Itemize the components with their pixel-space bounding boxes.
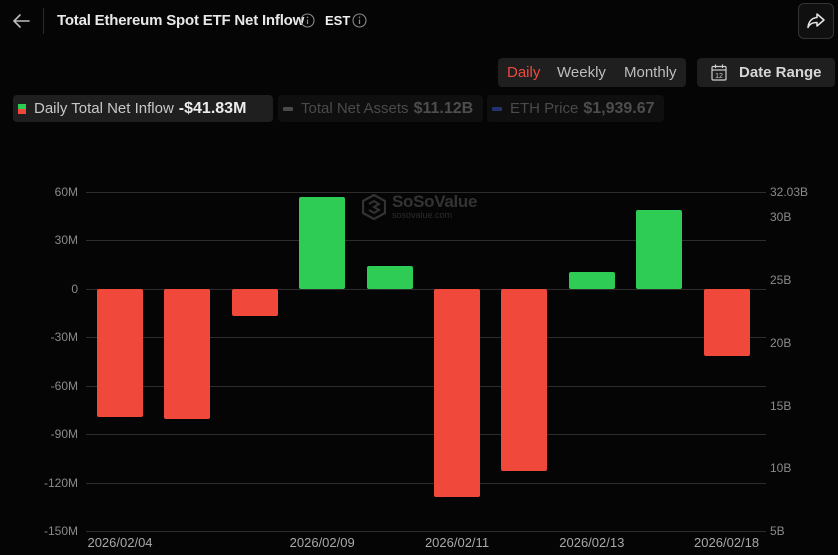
y-axis-tick-left: -60M: [50, 378, 78, 393]
tab-daily[interactable]: Daily: [507, 64, 541, 81]
gridline: [86, 482, 766, 484]
timezone-label: EST: [325, 13, 351, 28]
share-button[interactable]: [798, 3, 834, 39]
tab-monthly[interactable]: Monthly: [624, 64, 677, 81]
y-axis-tick-left: -150M: [43, 524, 78, 538]
legend-total-net-assets[interactable]: Total Net Assets $11.12B: [278, 95, 483, 122]
bar-2026/02/10[interactable]: [366, 265, 413, 289]
calendar-icon: 12: [711, 64, 727, 81]
bar-2026/02/09[interactable]: [299, 197, 346, 289]
tab-weekly[interactable]: Weekly: [557, 64, 606, 81]
share-icon: [807, 13, 825, 29]
legend-label: ETH Price: [510, 100, 579, 117]
y-axis-tick-left: 60M: [54, 185, 78, 199]
watermark-name: SoSoValue: [392, 192, 478, 211]
watermark: SoSoValue sosovalue.com: [362, 192, 478, 220]
x-axis-label: 2026/02/13: [559, 535, 625, 550]
y-axis-tick-left: -90M: [50, 427, 78, 442]
y-axis-tick-right: 32.03B: [770, 185, 809, 199]
sosovalue-logo-icon: [362, 194, 386, 220]
bar-2026/02/04[interactable]: [97, 288, 143, 417]
gridline: [86, 531, 766, 532]
date-range-button[interactable]: 12 Date Range: [697, 58, 835, 87]
gridline: [86, 240, 766, 242]
y-axis-tick-right: 20B: [770, 335, 792, 350]
y-axis-tick-right: 25B: [770, 273, 792, 288]
line-swatch-icon: [492, 106, 502, 111]
x-axis-label: 2026/02/09: [289, 535, 355, 550]
svg-text:12: 12: [715, 73, 723, 80]
line-swatch-icon: [283, 106, 293, 111]
x-axis-label: 2026/02/04: [87, 535, 153, 550]
y-axis-tick-left: -120M: [43, 475, 78, 490]
inflow-swatch-icon: [18, 103, 26, 114]
legend-daily-total-net-inflow[interactable]: Daily Total Net Inflow -$41.83M: [13, 95, 273, 122]
y-axis-tick-left: -30M: [50, 330, 78, 345]
net-inflow-chart: SoSoValue sosovalue.com 60M 30M 0 -30M -60M -…: [0, 180, 838, 555]
gridline: [86, 385, 766, 387]
bar-2026/02/17[interactable]: [636, 209, 683, 289]
y-axis-tick-right: 10B: [770, 461, 792, 476]
y-axis-tick-right: 15B: [770, 398, 792, 413]
info-icon[interactable]: [300, 13, 315, 28]
y-axis-tick-right: 5B: [770, 524, 785, 538]
bar-2026/02/13[interactable]: [568, 271, 615, 289]
x-axis-label: 2026/02/11: [424, 535, 490, 550]
y-axis-tick-left: 30M: [54, 233, 78, 248]
page-title: Total Ethereum Spot ETF Net Inflow: [57, 12, 305, 29]
gridline: [86, 434, 766, 436]
legend-label: Daily Total Net Inflow: [34, 100, 174, 117]
gridline: [86, 337, 766, 339]
back-arrow-icon[interactable]: [10, 10, 32, 32]
y-axis-tick-left: 0: [71, 281, 78, 296]
legend-value: $1,939.67: [583, 99, 655, 117]
legend-value: $11.12B: [413, 99, 474, 117]
gridline: [86, 288, 766, 290]
date-range-label: Date Range: [739, 64, 822, 81]
bar-2026/02/05[interactable]: [164, 288, 211, 419]
period-selector: Daily Weekly Monthly: [498, 58, 686, 87]
timezone-info-icon[interactable]: [352, 13, 367, 28]
bar-2026/02/18[interactable]: [703, 288, 750, 357]
bar-2026/02/06[interactable]: [231, 288, 278, 316]
bar-2026/02/12[interactable]: [501, 288, 548, 471]
gridline: [86, 192, 766, 193]
watermark-url: sosovalue.com: [392, 210, 453, 220]
header-divider: [43, 8, 44, 34]
legend-value: -$41.83M: [178, 99, 247, 117]
bar-2026/02/11[interactable]: [434, 288, 480, 497]
header: Total Ethereum Spot ETF Net Inflow EST: [0, 0, 838, 44]
y-axis-tick-right: 30B: [770, 210, 792, 225]
legend-label: Total Net Assets: [301, 100, 409, 117]
legend-eth-price[interactable]: ETH Price $1,939.67: [487, 95, 664, 122]
x-axis-label: 2026/02/18: [694, 535, 760, 550]
